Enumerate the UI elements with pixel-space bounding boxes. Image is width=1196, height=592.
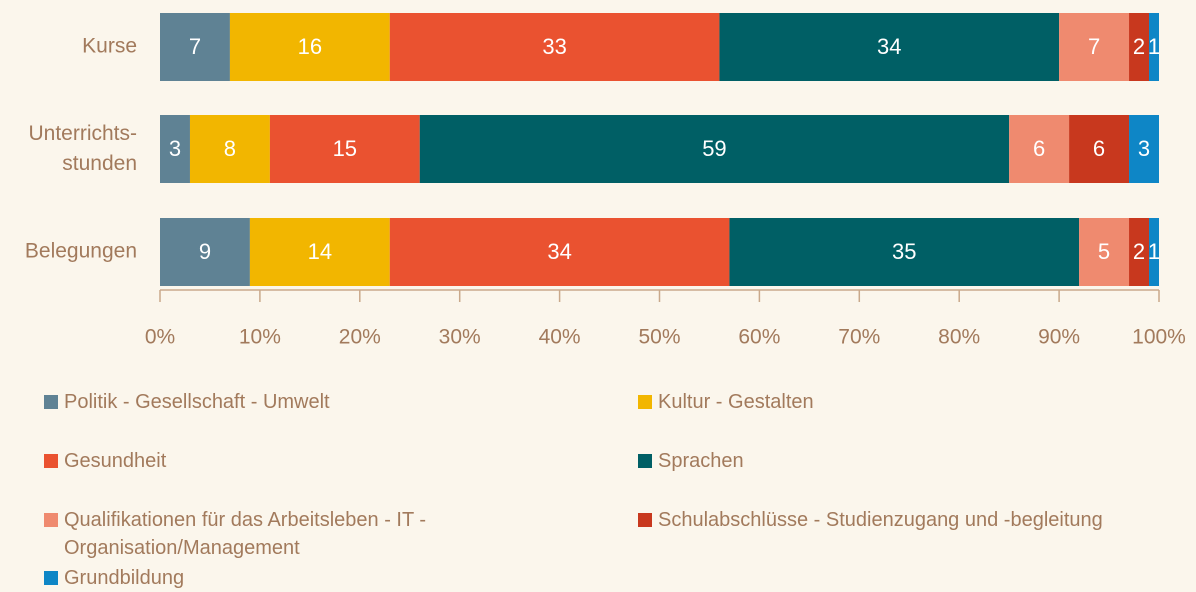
legend-label: Politik - Gesellschaft - Umwelt bbox=[64, 391, 330, 413]
bar-segment bbox=[1129, 218, 1150, 286]
legend-label: Grundbildung bbox=[64, 567, 185, 589]
bar-segment bbox=[719, 13, 1060, 81]
legend-item: Politik - Gesellschaft - Umwelt bbox=[44, 388, 524, 416]
value-label: 7 bbox=[189, 34, 201, 59]
bar-segment bbox=[1079, 218, 1130, 286]
x-tick-label: 10% bbox=[239, 326, 281, 349]
legend-item: Qualifikationen für das Arbeitsleben - I… bbox=[44, 506, 524, 562]
bar-segment bbox=[389, 218, 730, 286]
value-label: 35 bbox=[892, 239, 916, 264]
legend-item: Grundbildung bbox=[44, 564, 524, 592]
x-tick-label: 30% bbox=[439, 326, 481, 349]
category-label: Unterrichts-stunden bbox=[28, 122, 137, 175]
value-label: 2 bbox=[1133, 239, 1145, 264]
legend-label: Gesundheit bbox=[64, 450, 167, 472]
legend-swatch bbox=[638, 513, 652, 527]
value-label: 15 bbox=[333, 136, 357, 161]
value-label: 1 bbox=[1148, 34, 1160, 59]
value-label: 3 bbox=[169, 136, 181, 161]
value-label: 33 bbox=[542, 34, 566, 59]
legend-swatch bbox=[44, 395, 58, 409]
bar-segment bbox=[160, 13, 230, 81]
bar-segment bbox=[1129, 13, 1150, 81]
bar-segment bbox=[1149, 13, 1159, 81]
value-label: 6 bbox=[1033, 136, 1045, 161]
legend-swatch bbox=[638, 454, 652, 468]
bar-segment bbox=[1069, 115, 1130, 183]
value-label: 6 bbox=[1093, 136, 1105, 161]
bar-segment bbox=[1009, 115, 1070, 183]
value-label: 2 bbox=[1133, 34, 1145, 59]
legend-item: Sprachen bbox=[638, 447, 1193, 475]
value-label: 8 bbox=[224, 136, 236, 161]
value-label: 1 bbox=[1148, 239, 1160, 264]
value-label: 14 bbox=[308, 239, 332, 264]
legend-item: Gesundheit bbox=[44, 447, 524, 475]
legend-label: Sprachen bbox=[658, 450, 744, 472]
x-tick-label: 80% bbox=[938, 326, 980, 349]
x-tick-label: 70% bbox=[838, 326, 880, 349]
bar-segment bbox=[249, 218, 390, 286]
bar-segment bbox=[229, 13, 390, 81]
legend-label: Schulabschlüsse - Studienzugang und -beg… bbox=[658, 509, 1103, 531]
category-label: Kurse bbox=[82, 35, 137, 58]
legend-item: Schulabschlüsse - Studienzugang und -beg… bbox=[638, 506, 1193, 534]
value-label: 9 bbox=[199, 239, 211, 264]
x-tick-label: 20% bbox=[339, 326, 381, 349]
value-label: 34 bbox=[877, 34, 901, 59]
bar-segment bbox=[729, 218, 1080, 286]
bar-segment bbox=[269, 115, 420, 183]
legend-label: Kultur - Gestalten bbox=[658, 391, 814, 413]
value-label: 34 bbox=[547, 239, 571, 264]
legend-swatch bbox=[44, 454, 58, 468]
x-tick-label: 0% bbox=[145, 326, 175, 349]
bar-segment bbox=[1149, 218, 1159, 286]
bar-segment bbox=[419, 115, 1010, 183]
bar-segment bbox=[189, 115, 270, 183]
value-label: 7 bbox=[1088, 34, 1100, 59]
value-label: 59 bbox=[702, 136, 726, 161]
x-tick-label: 40% bbox=[539, 326, 581, 349]
bar-segment bbox=[1129, 115, 1159, 183]
x-tick-label: 90% bbox=[1038, 326, 1080, 349]
legend-swatch bbox=[44, 571, 58, 585]
value-label: 3 bbox=[1138, 136, 1150, 161]
value-label: 5 bbox=[1098, 239, 1110, 264]
value-label: 16 bbox=[298, 34, 322, 59]
bar-segment bbox=[160, 115, 190, 183]
bar-segment bbox=[160, 218, 250, 286]
category-label: Belegungen bbox=[25, 240, 137, 263]
x-tick-label: 50% bbox=[638, 326, 680, 349]
x-tick-label: 100% bbox=[1132, 326, 1186, 349]
legend-item: Kultur - Gestalten bbox=[638, 388, 1193, 416]
x-tick-label: 60% bbox=[738, 326, 780, 349]
bar-segment bbox=[1059, 13, 1130, 81]
legend-swatch bbox=[638, 395, 652, 409]
legend-label: Qualifikationen für das Arbeitsleben - I… bbox=[64, 509, 427, 559]
legend-swatch bbox=[44, 513, 58, 527]
bar-segment bbox=[389, 13, 720, 81]
